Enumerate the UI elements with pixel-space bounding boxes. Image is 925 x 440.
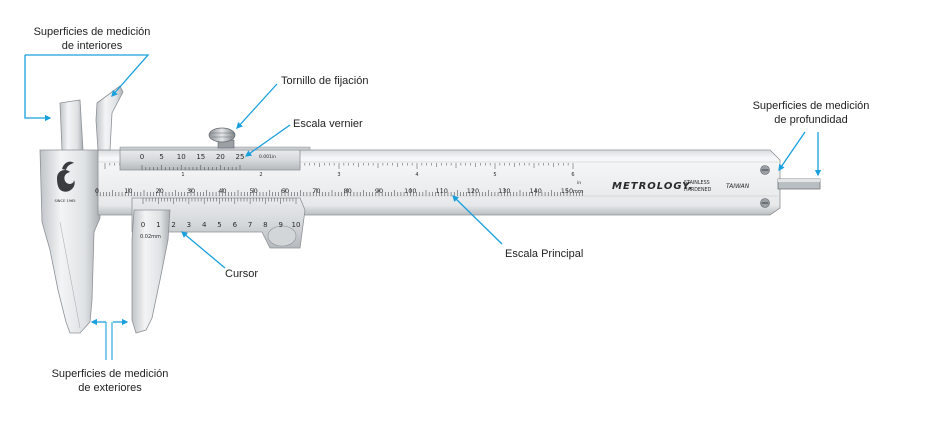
main-scale-number: 110 — [435, 187, 447, 195]
label-tornillo: Tornillo de fijación — [281, 75, 369, 87]
vernier-bottom-unit: 0.02mm — [140, 234, 161, 240]
arrow-principal — [452, 195, 503, 245]
main-scale-number: 130 — [498, 187, 510, 195]
label-profundidad: Superficies de medición de profundidad — [752, 100, 870, 126]
vernier-top-number: 5 — [159, 153, 163, 161]
locking-screw — [208, 127, 236, 149]
main-scale-number: 90 — [375, 187, 383, 195]
vernier-bottom-number: 8 — [263, 221, 267, 229]
vernier-bottom-number: 0 — [141, 221, 145, 229]
main-scale-number: 10 — [124, 187, 132, 195]
main-scale-number: 0 — [95, 187, 99, 195]
label-principal: Escala Principal — [505, 248, 584, 260]
inch-scale-number: 6 — [571, 172, 574, 178]
brand-hardened: HARDENED — [684, 187, 712, 193]
main-scale-number: 150 — [561, 187, 573, 195]
main-scale-number: 140 — [529, 187, 541, 195]
main-scale-number: 70 — [312, 187, 320, 195]
vernier-top-numbers: 0 5 10 15 20 25 — [140, 153, 245, 161]
inch-scale-unit: in — [577, 180, 581, 186]
vernier-bottom-number: 2 — [171, 221, 175, 229]
arrow-vernier — [244, 124, 291, 157]
vernier-bottom-number: 9 — [278, 221, 282, 229]
inch-scale-number: 5 — [493, 172, 496, 178]
vernier-top-number: 10 — [177, 153, 186, 161]
vernier-bottom-number: 7 — [248, 221, 252, 229]
vernier-bottom-number: 4 — [202, 221, 207, 229]
vernier-top-number: 0 — [140, 153, 144, 161]
inch-scale-numbers: 1 2 3 4 5 6 — [181, 172, 574, 178]
callouts — [24, 54, 822, 360]
vernier-bottom-number: 6 — [233, 221, 238, 229]
inch-scale-number: 4 — [415, 172, 418, 178]
vernier-bottom-number: 1 — [156, 221, 160, 229]
label-exteriores: Superficies de medición de exteriores — [51, 368, 169, 394]
vernier-top-number: 15 — [196, 153, 205, 161]
vernier-bottom-scale — [142, 198, 297, 204]
label-interiores: Superficies de medición de interiores — [33, 26, 151, 52]
arrow-cursor — [181, 231, 226, 269]
sliding-jaw — [95, 85, 311, 334]
inch-scale-number: 3 — [337, 172, 340, 178]
vernier-top-scale — [141, 165, 241, 170]
vernier-top-number: 25 — [236, 153, 245, 161]
vernier-top-number: 20 — [216, 153, 225, 161]
arrow-tornillo — [236, 83, 278, 129]
inch-scale-number: 1 — [181, 172, 184, 178]
main-scale-number: 120 — [467, 187, 479, 195]
vernier-top-unit: 0.001in — [259, 154, 276, 160]
main-scale-number: 60 — [281, 187, 289, 195]
main-scale-unit: mm — [573, 189, 583, 195]
brand-name: METROLOGY. — [612, 181, 694, 192]
main-scale-number: 20 — [156, 187, 164, 195]
fixed-jaw: SINCE 1965 — [39, 99, 101, 334]
arrow-profundidad-left — [778, 131, 806, 172]
main-scale-number: 50 — [250, 187, 258, 195]
main-scale-number: 100 — [404, 187, 416, 195]
arrow-interiores-right — [25, 54, 150, 97]
arrow-interiores-left — [24, 55, 52, 122]
main-scale-number: 30 — [187, 187, 195, 195]
vernier-bottom-number: 3 — [187, 221, 191, 229]
brand-stainless: STAINLESS — [684, 180, 710, 186]
main-scale-numbers: 0 10 20 30 40 50 60 70 80 90 100 110 120 130 140 150 — [95, 187, 573, 195]
main-scale-number: 40 — [218, 187, 226, 195]
brand-logo — [57, 161, 75, 192]
depth-rod — [777, 178, 821, 190]
label-cursor: Cursor — [225, 268, 259, 280]
brand-origin: TAIWAN — [726, 183, 750, 190]
main-scale — [96, 163, 583, 196]
inch-scale-number: 2 — [259, 172, 262, 178]
vernier-bottom-number: 10 — [292, 221, 301, 229]
vernier-bottom-number: 5 — [217, 221, 221, 229]
main-scale-number: 80 — [344, 187, 352, 195]
label-vernier: Escala vernier — [293, 118, 363, 130]
vernier-bottom-numbers: 0 1 2 3 4 5 6 7 8 9 10 — [141, 221, 301, 229]
logo-text: SINCE 1965 — [54, 199, 75, 203]
